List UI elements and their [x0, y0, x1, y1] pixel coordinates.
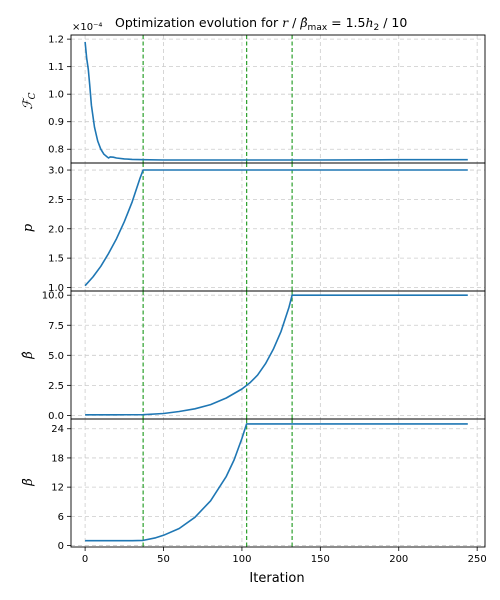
- y-tick-label: 1.5: [48, 254, 64, 265]
- ylabel-fc-main: ℱ: [21, 97, 36, 110]
- y-tick-label: 24: [51, 424, 64, 435]
- title-eq: = 1.5: [327, 15, 365, 30]
- title-var: r: [282, 15, 289, 30]
- title-suffix: / 10: [379, 15, 407, 30]
- ylabel-beta-bar: β̄: [21, 478, 36, 487]
- title-sep: /: [288, 15, 300, 30]
- title-hat-beta: β̂: [299, 15, 307, 30]
- series-line: [84, 41, 468, 161]
- x-tick-label: 50: [157, 554, 170, 565]
- title-h: h: [365, 15, 373, 30]
- chart-title: Optimization evolution for r / β̂max = 1…: [115, 15, 407, 33]
- y-tick-label: 1.2: [48, 35, 64, 46]
- y-tick-label: 0: [58, 541, 64, 552]
- y-tick-label: 5.0: [48, 351, 64, 362]
- y-tick-label: 1.0: [48, 90, 64, 101]
- panel-frame: [70, 34, 486, 164]
- y-offset-label: ×10⁻⁴: [72, 22, 102, 33]
- x-tick-label: 250: [468, 554, 487, 565]
- series-line: [85, 423, 468, 542]
- series-line: [84, 169, 468, 287]
- y-tick-label: 1.1: [48, 62, 64, 73]
- panel-frame: [70, 162, 486, 292]
- panel-2: 0.0 2.5 5.0 7.5 10.0: [42, 290, 486, 422]
- x-tick-label: 0: [82, 554, 88, 565]
- y-tick-label: 2.5: [48, 381, 64, 392]
- panel-1: 1.0 1.5 2.0 2.5 3.0: [48, 162, 486, 294]
- y-tick-label: 6: [58, 512, 64, 523]
- y-tick-label: 18: [51, 453, 64, 464]
- panel-frame: [70, 418, 486, 548]
- y-tick-label: 0.9: [48, 117, 64, 128]
- y-tick-label: 7.5: [48, 321, 64, 332]
- x-tick-label: 150: [311, 554, 330, 565]
- ylabel-fc-sub: C: [28, 92, 38, 99]
- ylabel-p: p: [21, 223, 36, 232]
- title-prefix: Optimization evolution for: [115, 15, 282, 30]
- y-tick-label: 2.5: [48, 195, 64, 206]
- x-tick-label: 200: [389, 554, 408, 565]
- y-tick-label: 12: [51, 483, 64, 494]
- y-tick-label: 1.0: [48, 283, 64, 294]
- y-tick-label: 2.0: [48, 224, 64, 235]
- title-sub-max: max: [308, 23, 328, 33]
- panel-0: 0.8 0.9 1.0 1.1 1.2: [48, 34, 486, 164]
- title-h-sub: 2: [374, 23, 380, 33]
- y-tick-label: 0.8: [48, 145, 64, 156]
- y-tick-label: 10.0: [42, 291, 64, 302]
- xlabel: Iteration: [249, 571, 304, 586]
- x-tick-label: 100: [232, 554, 251, 565]
- panels: 0.8 0.9 1.0 1.1 1.2 1.0 1.5 2.0 2.5 3.0 0.0 2.5 5.0 7…: [42, 34, 487, 565]
- y-tick-label: 0.0: [48, 411, 64, 422]
- series-line: [85, 294, 468, 416]
- y-tick-label: 3.0: [48, 166, 64, 177]
- panel-3: 0 6 12 18 24: [51, 418, 486, 552]
- ylabel-beta-hat: β̂: [21, 351, 36, 360]
- ylabel-fc: ℱC: [21, 92, 38, 109]
